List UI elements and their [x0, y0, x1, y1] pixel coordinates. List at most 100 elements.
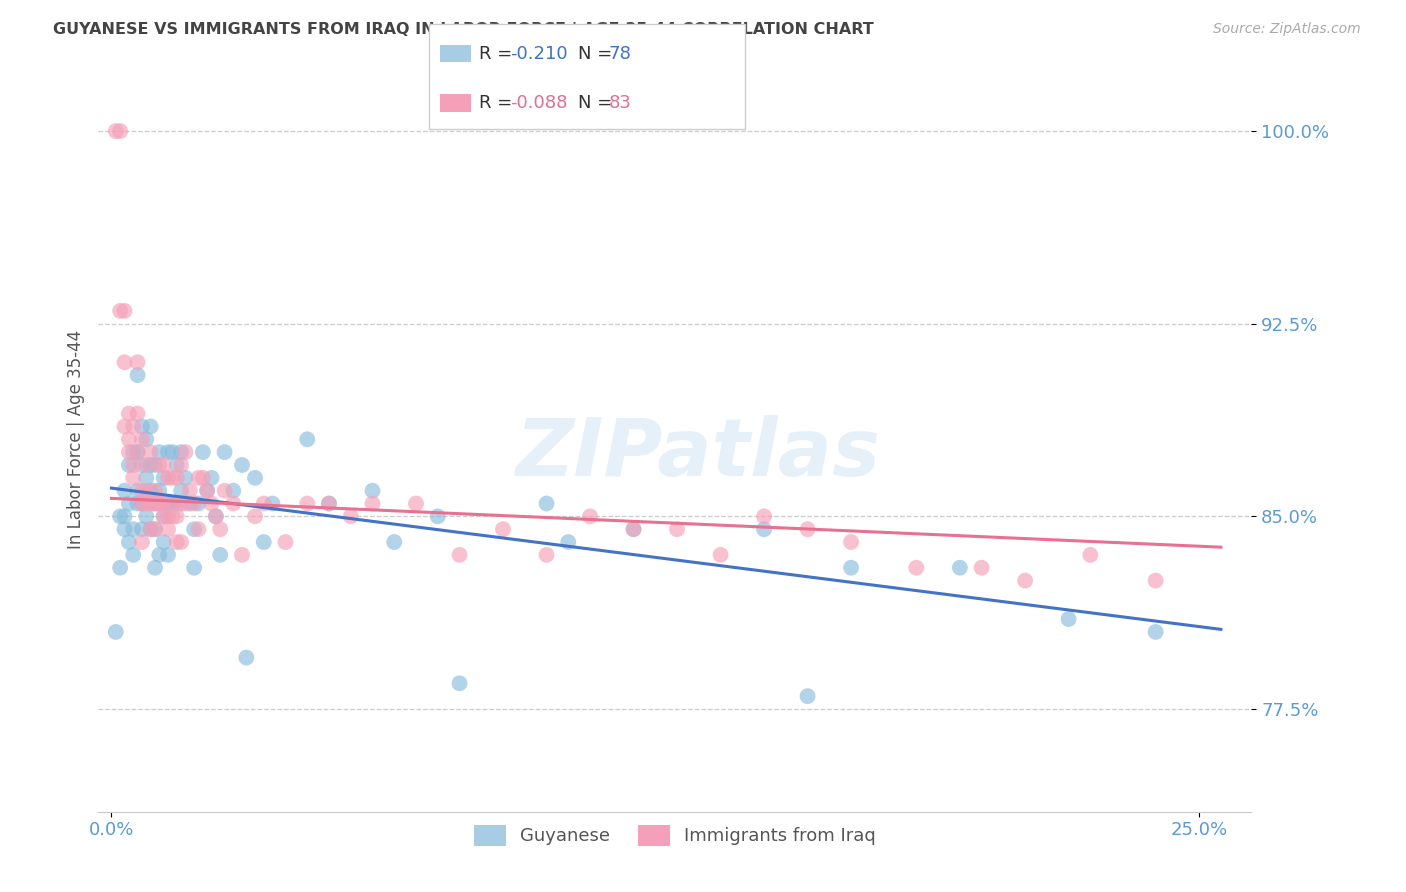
Point — [135, 509, 157, 524]
Point — [183, 522, 205, 536]
Point — [114, 483, 136, 498]
Point — [170, 496, 193, 510]
Point — [139, 458, 162, 472]
Point — [709, 548, 731, 562]
Point — [166, 458, 188, 472]
Point — [135, 483, 157, 498]
Point — [492, 522, 515, 536]
Point — [108, 509, 131, 524]
Point — [222, 496, 245, 510]
Text: N =: N = — [578, 94, 617, 112]
Point — [222, 483, 245, 498]
Point — [214, 483, 236, 498]
Point — [157, 522, 180, 536]
Point — [118, 496, 141, 510]
Point — [148, 496, 170, 510]
Point — [143, 458, 166, 472]
Text: 78: 78 — [609, 45, 631, 62]
Text: ZIPatlas: ZIPatlas — [516, 415, 880, 493]
Point — [148, 445, 170, 459]
Point — [108, 304, 131, 318]
Point — [118, 458, 141, 472]
Point — [127, 407, 149, 421]
Point — [131, 496, 153, 510]
Text: R =: R = — [479, 94, 519, 112]
Point — [262, 496, 284, 510]
Point — [339, 509, 361, 524]
Point — [382, 535, 405, 549]
Point — [108, 124, 131, 138]
Point — [209, 522, 232, 536]
Text: GUYANESE VS IMMIGRANTS FROM IRAQ IN LABOR FORCE | AGE 35-44 CORRELATION CHART: GUYANESE VS IMMIGRANTS FROM IRAQ IN LABO… — [53, 22, 875, 38]
Point — [253, 496, 276, 510]
Point — [623, 522, 645, 536]
Point — [118, 432, 141, 446]
Point — [157, 471, 180, 485]
Point — [166, 535, 188, 549]
Point — [127, 445, 149, 459]
Point — [166, 509, 188, 524]
Point — [579, 509, 602, 524]
Point — [118, 407, 141, 421]
Point — [170, 535, 193, 549]
Point — [135, 471, 157, 485]
Point — [179, 483, 201, 498]
Point — [127, 483, 149, 498]
Point — [839, 535, 862, 549]
Point — [796, 522, 818, 536]
Point — [195, 483, 218, 498]
Point — [170, 483, 193, 498]
Point — [243, 509, 266, 524]
Point — [118, 445, 141, 459]
Point — [1144, 624, 1167, 639]
Point — [162, 471, 184, 485]
Point — [127, 496, 149, 510]
Point — [318, 496, 340, 510]
Point — [148, 548, 170, 562]
Point — [200, 496, 222, 510]
Point — [122, 548, 145, 562]
Point — [297, 496, 319, 510]
Point — [187, 471, 209, 485]
Point — [405, 496, 427, 510]
Point — [152, 535, 174, 549]
Point — [796, 689, 818, 703]
Point — [122, 471, 145, 485]
Point — [114, 522, 136, 536]
Point — [148, 496, 170, 510]
Point — [114, 419, 136, 434]
Point — [1144, 574, 1167, 588]
Point — [143, 483, 166, 498]
Point — [752, 509, 775, 524]
Point — [157, 445, 180, 459]
Point — [179, 496, 201, 510]
Point — [195, 483, 218, 498]
Point — [361, 496, 384, 510]
Point — [174, 445, 197, 459]
Point — [174, 471, 197, 485]
Text: 83: 83 — [609, 94, 631, 112]
Point — [449, 676, 471, 690]
Point — [214, 445, 236, 459]
Point — [1080, 548, 1102, 562]
Point — [970, 560, 993, 574]
Point — [231, 548, 253, 562]
Point — [131, 419, 153, 434]
Point — [183, 560, 205, 574]
Point — [253, 535, 276, 549]
Point — [122, 458, 145, 472]
Point — [139, 445, 162, 459]
Point — [1014, 574, 1036, 588]
Point — [361, 483, 384, 498]
Point — [187, 522, 209, 536]
Point — [104, 624, 127, 639]
Point — [131, 535, 153, 549]
Point — [557, 535, 579, 549]
Point — [905, 560, 928, 574]
Point — [152, 458, 174, 472]
Point — [122, 419, 145, 434]
Point — [752, 522, 775, 536]
Point — [666, 522, 689, 536]
Point — [131, 458, 153, 472]
Point — [143, 560, 166, 574]
